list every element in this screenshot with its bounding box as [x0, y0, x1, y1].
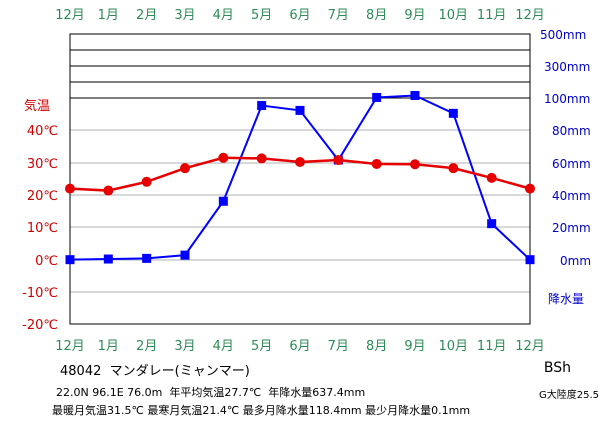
- precip-point: [410, 90, 420, 100]
- precipitation-markers: [65, 90, 535, 265]
- temp-point: [448, 163, 459, 174]
- precip-point: [295, 105, 305, 115]
- month-top-3: 3月: [174, 8, 195, 23]
- precip-tick-500: 500mm: [540, 28, 586, 42]
- month-bottom-10: 10月: [439, 339, 469, 354]
- temperature-markers: [65, 152, 535, 196]
- temp-tick-10: 10℃: [27, 221, 58, 236]
- precip-point: [448, 108, 458, 118]
- precip-tick-60: 60mm: [552, 157, 591, 171]
- month-top-1: 1月: [98, 8, 119, 23]
- month-bottom-7: 7月: [328, 339, 349, 354]
- temp-tick-30: 30℃: [27, 157, 58, 172]
- temperature-axis: 気温 40℃ 30℃ 20℃ 10℃ 0℃ -10℃ -20℃: [22, 98, 58, 333]
- climate-code: BSh: [543, 360, 571, 376]
- precip-point: [525, 255, 535, 265]
- temp-tick-minus20: -20℃: [22, 318, 58, 333]
- month-top-12: 12月: [515, 8, 545, 23]
- station-id: 48042: [60, 364, 102, 379]
- precip-point: [65, 255, 75, 265]
- month-labels-bottom: 12月 1月 2月 3月 4月 5月 6月 7月 8月 9月 10月 11月 1…: [55, 339, 545, 354]
- temp-point: [486, 172, 497, 183]
- month-bottom-3: 3月: [174, 339, 195, 354]
- month-bottom-2: 2月: [136, 339, 157, 354]
- precip-point: [180, 250, 190, 260]
- temp-point: [65, 183, 75, 194]
- month-bottom-1: 1月: [98, 339, 119, 354]
- temp-point: [218, 152, 229, 163]
- temperature-axis-label: 気温: [24, 98, 50, 114]
- coldest-month: 最寒月気温21.4℃: [147, 404, 240, 417]
- temp-point: [525, 183, 535, 194]
- temp-point: [103, 185, 114, 196]
- station-extremes: 最暖月気温31.5℃ 最寒月気温21.4℃ 最多月降水量118.4mm 最少月降…: [52, 402, 470, 418]
- temp-point: [141, 176, 152, 187]
- month-top-11: 11月: [477, 8, 507, 23]
- driest-month: 最少月降水量0.1mm: [365, 404, 471, 417]
- month-bottom-8: 8月: [366, 339, 387, 354]
- annual-mean-temp: 年平均気温27.7℃: [169, 386, 262, 399]
- precip-point: [142, 253, 152, 263]
- temp-point: [371, 158, 382, 169]
- month-top-7: 7月: [328, 8, 349, 23]
- precip-tick-300: 300mm: [544, 60, 590, 74]
- wettest-month: 最多月降水量118.4mm: [242, 404, 362, 417]
- temp-point: [333, 155, 344, 166]
- month-top-2: 2月: [136, 8, 157, 23]
- station-name: マンダレー(ミャンマー): [109, 364, 250, 379]
- temp-tick-20: 20℃: [27, 189, 58, 204]
- temp-point: [180, 163, 190, 174]
- precip-tick-20: 20mm: [552, 221, 591, 235]
- precip-point: [218, 196, 228, 206]
- month-top-8: 8月: [366, 8, 387, 23]
- month-bottom-4: 4月: [213, 339, 234, 354]
- month-bottom-11: 11月: [477, 339, 507, 354]
- precipitation-axis-label: 降水量: [548, 292, 584, 306]
- month-bottom-0: 12月: [55, 339, 85, 354]
- month-top-5: 5月: [251, 8, 272, 23]
- precip-tick-100: 100mm: [544, 92, 590, 106]
- precipitation-axis: 500mm 300mm 100mm 80mm 60mm 40mm 20mm 0m…: [540, 28, 591, 306]
- temp-point: [256, 153, 267, 164]
- month-labels-top: 12月 1月 2月 3月 4月 5月 6月 7月 8月 9月 10月 11月 1…: [55, 8, 545, 23]
- temp-point: [295, 157, 305, 168]
- station-title: 48042 マンダレー(ミャンマー): [60, 360, 250, 379]
- month-top-0: 12月: [55, 8, 85, 23]
- month-top-6: 6月: [289, 8, 310, 23]
- month-top-10: 10月: [439, 8, 469, 23]
- station-coords: 22.0N 96.1E 76.0m: [56, 386, 163, 399]
- precip-tick-80: 80mm: [552, 124, 591, 138]
- month-bottom-12: 12月: [515, 339, 545, 354]
- temp-point: [410, 159, 420, 170]
- station-summary: 22.0N 96.1E 76.0m 年平均気温27.7℃ 年降水量637.4mm: [56, 384, 365, 400]
- precip-point: [487, 219, 497, 229]
- grid: [69, 33, 531, 325]
- annual-precip: 年降水量637.4mm: [268, 386, 366, 399]
- temp-tick-40: 40℃: [27, 124, 58, 139]
- month-top-4: 4月: [213, 8, 234, 23]
- month-bottom-6: 6月: [289, 339, 310, 354]
- continentality-index: G大陸度25.5: [538, 390, 599, 401]
- month-bottom-5: 5月: [251, 339, 272, 354]
- warmest-month: 最暖月気温31.5℃: [52, 404, 144, 417]
- temp-tick-0: 0℃: [35, 254, 58, 269]
- precip-point: [257, 101, 267, 111]
- precip-point: [103, 254, 113, 264]
- precip-point: [372, 92, 382, 102]
- month-top-9: 9月: [404, 8, 425, 23]
- plot-frame: [69, 33, 531, 325]
- temp-tick-minus10: -10℃: [22, 286, 58, 301]
- month-bottom-9: 9月: [404, 339, 425, 354]
- precipitation-line: [69, 94, 531, 261]
- precip-tick-0: 0mm: [560, 254, 591, 268]
- precip-tick-40: 40mm: [552, 189, 591, 203]
